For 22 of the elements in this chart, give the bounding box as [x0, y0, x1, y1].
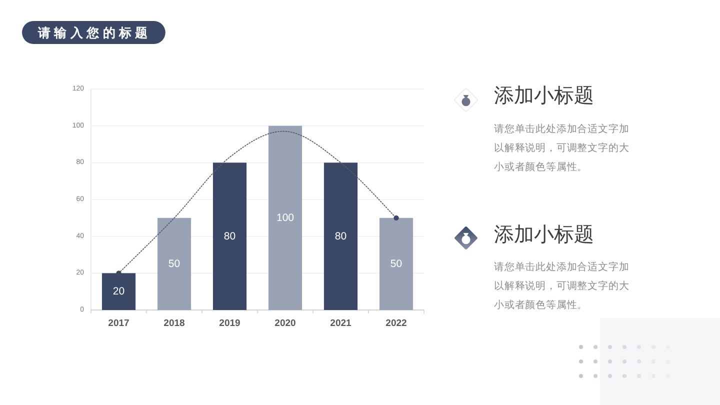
- x-tick-label: 2022: [386, 318, 407, 329]
- data-label: 50: [390, 258, 402, 270]
- text: 添加小标题: [494, 84, 594, 108]
- data-label: 100: [276, 212, 294, 224]
- x-tick-label: 2020: [274, 318, 296, 329]
- text: 添加小标题: [494, 223, 594, 247]
- data-label: 80: [224, 230, 236, 242]
- text: 请您单击此处添加合适文字加以解释说明，可调整文字的大小或者颜色等属性。: [494, 260, 630, 312]
- x-tick-label: 2021: [330, 318, 352, 329]
- bar: [379, 218, 414, 310]
- bar: [268, 126, 302, 310]
- data-label: 20: [112, 286, 125, 298]
- x-tick-label: 2019: [219, 318, 240, 329]
- chart-title: 请输入您的标题: [37, 25, 152, 40]
- bar: [212, 162, 247, 310]
- x-tick-label: 2017: [108, 318, 130, 329]
- data-label: 80: [334, 230, 347, 242]
- x-tick-label: 2018: [164, 318, 185, 329]
- text: 请您单击此处添加合适文字加以解释说明，可调整文字的大小或者颜色等属性。: [494, 122, 630, 174]
- bar: [157, 218, 192, 310]
- bar: [324, 162, 358, 310]
- data-label: 50: [168, 258, 180, 270]
